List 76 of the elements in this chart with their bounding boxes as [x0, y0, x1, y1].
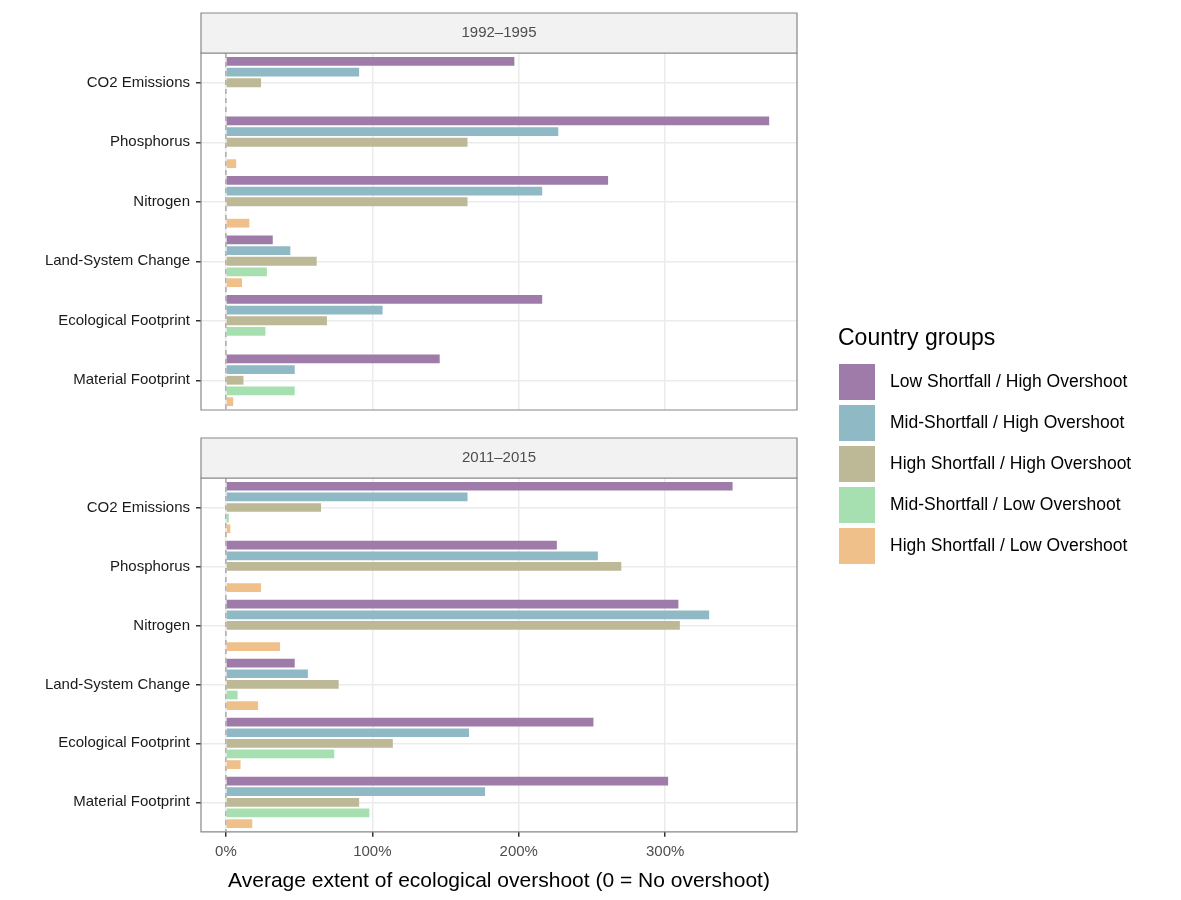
bar [226, 797, 360, 807]
bar [226, 159, 237, 169]
y-tick-label: Nitrogen [133, 191, 190, 209]
bar [226, 175, 609, 185]
bar [226, 760, 241, 769]
y-tick-label: Ecological Footprint [58, 733, 191, 751]
chart-title: 2011–2015 [462, 448, 536, 466]
y-tick-label: Phosphorus [109, 556, 190, 574]
bar [226, 197, 468, 207]
x-tick-label: 200% [499, 841, 538, 859]
bar [226, 56, 515, 66]
bar [226, 503, 322, 512]
bar [226, 375, 244, 385]
y-tick-label: Ecological Footprint [58, 310, 191, 328]
y-tick-label: Material Footprint [73, 792, 191, 810]
legend-title: Country groups [838, 324, 997, 351]
bar [226, 305, 383, 315]
bar [226, 218, 250, 228]
bar [226, 540, 557, 550]
bar [226, 127, 559, 136]
bar [226, 186, 543, 196]
y-tick-label: Material Footprint [73, 370, 191, 388]
y-tick-label: Phosphorus [109, 132, 190, 150]
bar [226, 116, 770, 126]
bar [226, 246, 291, 255]
legend-label: High Shortfall / High Overshoot [890, 453, 1132, 474]
legend-label: Mid-Shortfall / High Overshoot [890, 412, 1125, 433]
y-tick-label: Land-System Change [44, 674, 190, 692]
x-axis-title: Average extent of ecological overshoot (0 = No overshoot) [228, 868, 770, 892]
chart-title: 1992–1995 [461, 23, 537, 41]
bar [226, 728, 469, 738]
bar [226, 67, 360, 77]
y-tick-label: CO2 Emissions [86, 497, 190, 515]
bar [226, 386, 295, 396]
bar [226, 294, 543, 304]
bar [226, 316, 327, 326]
y-tick-label: CO2 Emissions [86, 72, 190, 90]
bar [226, 658, 295, 668]
bar [226, 776, 669, 786]
bar [226, 749, 335, 759]
bar [226, 717, 594, 727]
legend-label: High Shortfall / Low Overshoot [890, 535, 1128, 556]
bar [226, 235, 273, 245]
bar [226, 808, 370, 818]
x-tick-label: 100% [353, 841, 392, 859]
bar [226, 365, 295, 374]
bar [226, 787, 486, 797]
bar [226, 819, 253, 828]
x-tick-label: 0% [215, 841, 237, 859]
bar [226, 78, 262, 88]
bar [226, 278, 242, 288]
x-tick-label: 300% [646, 841, 685, 859]
bar [226, 690, 238, 700]
bar [226, 739, 393, 748]
y-tick-label: Nitrogen [133, 615, 190, 633]
bar [226, 327, 266, 336]
bar [226, 492, 468, 502]
legend-label: Mid-Shortfall / Low Overshoot [890, 494, 1121, 515]
y-tick-label: Land-System Change [44, 251, 190, 269]
bar [226, 621, 680, 630]
bar [226, 354, 440, 364]
bar [226, 481, 733, 491]
bar [226, 599, 679, 609]
bar [226, 551, 598, 561]
bar [226, 562, 622, 571]
bar [226, 669, 308, 679]
bar [226, 610, 710, 620]
bar [226, 256, 317, 266]
bar [226, 137, 468, 147]
bar [226, 680, 339, 689]
bar [226, 642, 281, 651]
bar [226, 583, 262, 593]
legend-label: Low Shortfall / High Overshoot [890, 371, 1128, 392]
bar [226, 701, 259, 710]
bar [226, 397, 234, 407]
bar [226, 267, 267, 277]
